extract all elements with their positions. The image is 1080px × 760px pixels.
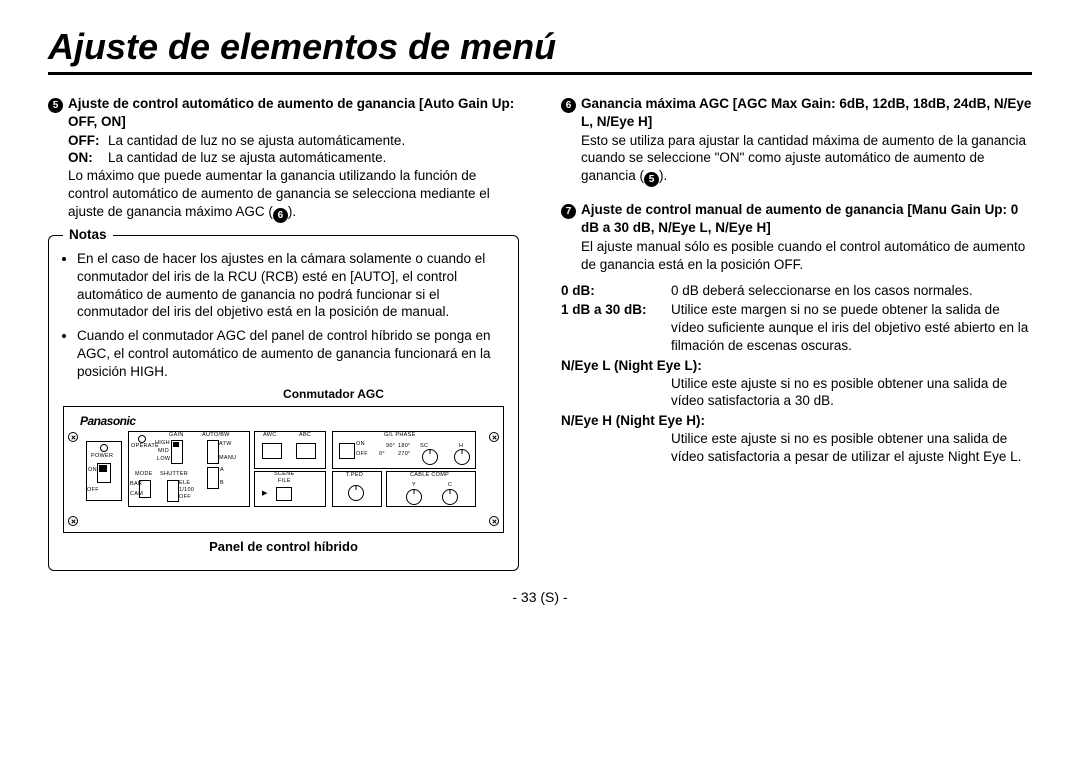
def-term: N/Eye L (Night Eye L): (561, 357, 1032, 375)
left-column: 5 Ajuste de control automático de aument… (48, 95, 519, 571)
power-label: POWER (91, 453, 113, 460)
file-label: FILE (278, 478, 291, 485)
ab-switch (207, 467, 219, 489)
gl-button (339, 443, 355, 459)
hybrid-control-panel-diagram: Panasonic POWER ON OFF OPE (63, 406, 504, 533)
def-term: 1 dB a 30 dB: (561, 301, 671, 354)
screw-icon (489, 432, 499, 442)
off-row: OFF: La cantidad de luz no se ajusta aut… (68, 132, 519, 150)
awc-button (262, 443, 282, 459)
manu-label: MANU (219, 455, 236, 462)
glphase-label: G/L PHASE (384, 432, 416, 439)
row-0db: 0 dB: 0 dB deberá seleccionarse en los c… (561, 282, 1032, 300)
autobw-label: AUTO/BW (202, 432, 230, 439)
shutter-switch (167, 480, 179, 502)
off-label: OFF (356, 451, 368, 458)
circled-5-inline-icon: 5 (644, 172, 659, 187)
item-6-title: Ganancia máxima AGC [AGC Max Gain: 6dB, … (581, 95, 1032, 131)
d0-label: 0° (379, 451, 385, 458)
panasonic-logo: Panasonic (80, 414, 136, 430)
tped-label: T.PED (346, 472, 363, 479)
d180-label: 180° (398, 443, 411, 450)
circled-6-icon: 6 (561, 98, 576, 113)
panel-caption: Panel de control híbrido (63, 538, 504, 555)
item-6: 6 Ganancia máxima AGC [AGC Max Gain: 6dB… (561, 95, 1032, 131)
right-column: 6 Ganancia máxima AGC [AGC Max Gain: 6dB… (561, 95, 1032, 571)
autobw-switch (207, 440, 219, 464)
notas-box: Notas En el caso de hacer los ajustes en… (48, 235, 519, 571)
notas-label: Notas (63, 226, 113, 244)
def-desc: Utilice este ajuste si no es posible obt… (671, 375, 1032, 411)
scene-button (276, 487, 292, 501)
off-text: La cantidad de luz no se ajusta automáti… (108, 132, 519, 150)
cable-label: CABLE COMP (410, 472, 449, 479)
nota-2: Cuando el conmutador AGC del panel de co… (77, 327, 504, 380)
a-label: A (220, 467, 224, 474)
item-5-paragraph: Lo máximo que puede aumentar la ganancia… (68, 167, 519, 223)
shutter-label: SHUTTER (160, 471, 188, 478)
page-number: - 33 (S) - (48, 589, 1032, 605)
item-6-paragraph: Esto se utiliza para ajustar la cantidad… (581, 132, 1032, 188)
high-label: HIGH (155, 440, 170, 447)
d90-label: 90° (386, 443, 395, 450)
row-neye-l: Utilice este ajuste si no es posible obt… (561, 375, 1032, 411)
on-label: ON (88, 467, 97, 474)
on-text: La cantidad de luz se ajusta automáticam… (108, 149, 519, 167)
item-5-title: Ajuste de control automático de aumento … (68, 95, 519, 131)
nota-1: En el caso de hacer los ajustes en la cá… (77, 250, 504, 321)
arrow-icon: ▶ (262, 489, 268, 498)
d270-label: 270° (398, 451, 411, 458)
manual-page: Ajuste de elementos de menú 5 Ajuste de … (0, 0, 1080, 760)
b-label: B (220, 480, 224, 487)
switch-pos (99, 465, 107, 472)
abc-button (296, 443, 316, 459)
atw-label: ATW (219, 441, 232, 448)
gain-definition-list: 0 dB: 0 dB deberá seleccionarse en los c… (561, 282, 1032, 466)
mode-label: MODE (135, 471, 153, 478)
def-desc: Utilice este ajuste si no es posible obt… (671, 430, 1032, 466)
screw-icon (68, 516, 78, 526)
item-5: 5 Ajuste de control automático de aument… (48, 95, 519, 131)
def-term: 0 dB: (561, 282, 671, 300)
circled-5-icon: 5 (48, 98, 63, 113)
on-label: ON: (68, 149, 108, 167)
low-label: LOW (157, 456, 170, 463)
cam-label: CAM (130, 491, 143, 498)
off-label: OFF: (68, 132, 108, 150)
on-row: ON: La cantidad de luz se ajusta automát… (68, 149, 519, 167)
awc-label: AWC (263, 432, 277, 439)
abc-label: ABC (299, 432, 311, 439)
on-label: ON (356, 441, 365, 448)
item-7: 7 Ajuste de control manual de aumento de… (561, 201, 1032, 237)
switch-pos (173, 442, 179, 447)
def-desc: 0 dB deberá seleccionarse en los casos n… (671, 282, 1032, 300)
page-title: Ajuste de elementos de menú (48, 26, 1032, 75)
circled-6-inline-icon: 6 (273, 208, 288, 223)
row-neye-h: Utilice este ajuste si no es posible obt… (561, 430, 1032, 466)
off-label: OFF (179, 494, 191, 501)
item-7-paragraph: El ajuste manual sólo es posible cuando … (581, 238, 1032, 274)
panel-tag: Conmutador AGC (163, 387, 504, 403)
two-column-layout: 5 Ajuste de control automático de aument… (48, 95, 1032, 571)
row-1-30db: 1 dB a 30 dB: Utilice este margen si no … (561, 301, 1032, 354)
screw-icon (489, 516, 499, 526)
mid-label: MID (158, 448, 169, 455)
gain-label: GAIN (169, 432, 184, 439)
def-term: N/Eye H (Night Eye H): (561, 412, 1032, 430)
def-desc: Utilice este margen si no se puede obten… (671, 301, 1032, 354)
bar-label: BAR (130, 481, 142, 488)
item-7-title: Ajuste de control manual de aumento de g… (581, 201, 1032, 237)
circled-7-icon: 7 (561, 204, 576, 219)
screw-icon (68, 432, 78, 442)
off-label: OFF (87, 487, 99, 494)
